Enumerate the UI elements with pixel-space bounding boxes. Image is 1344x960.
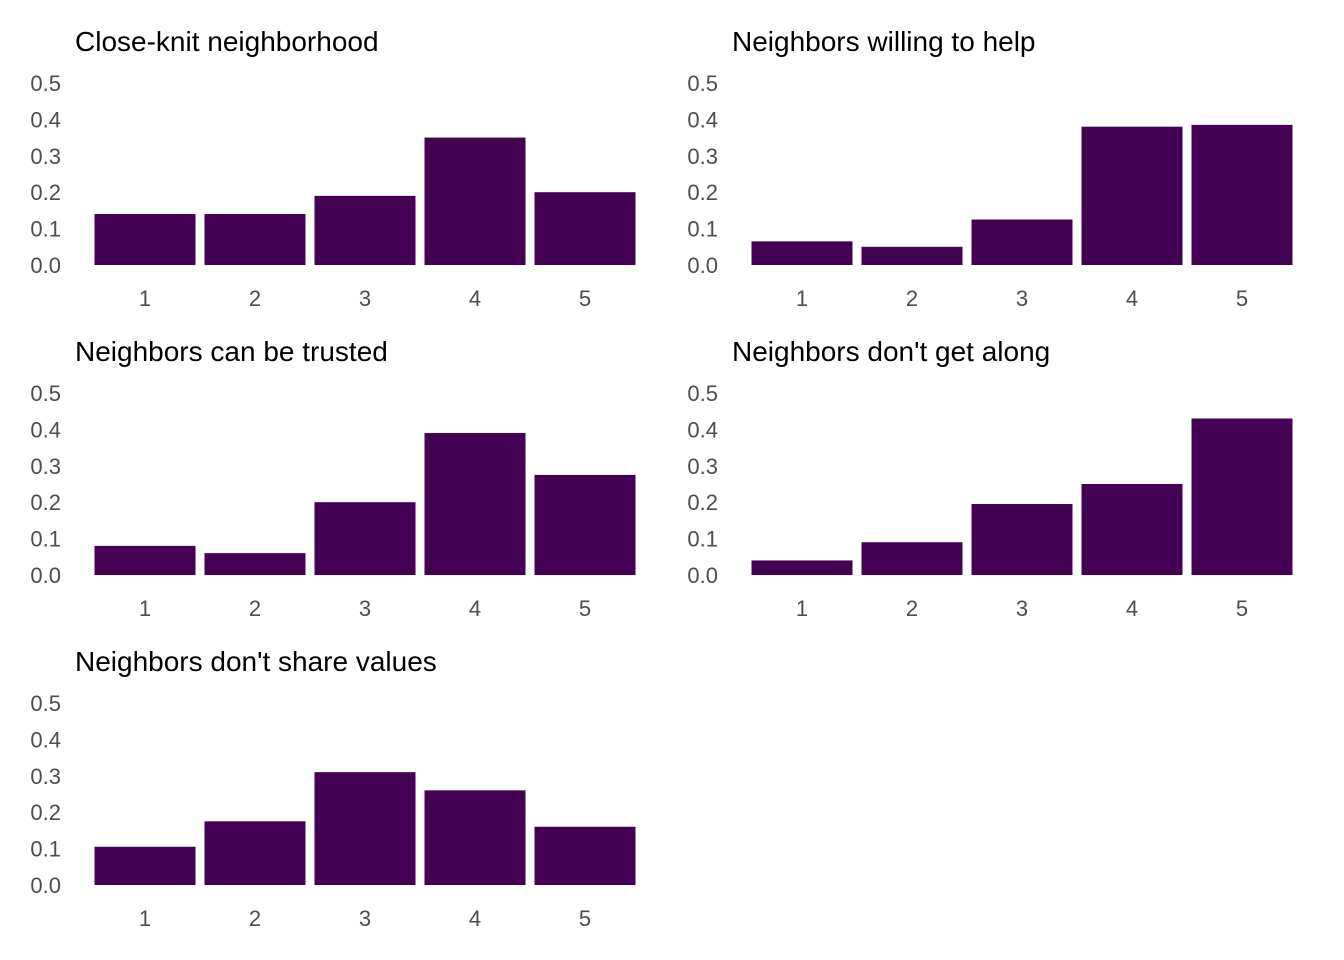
x-tick-label: 1 bbox=[796, 596, 808, 621]
bar-4 bbox=[424, 137, 526, 265]
bar-3 bbox=[314, 195, 416, 265]
x-tick-label: 4 bbox=[469, 906, 481, 931]
x-tick-label: 2 bbox=[249, 906, 261, 931]
y-tick-label: 0.3 bbox=[30, 454, 61, 479]
x-tick-label: 2 bbox=[906, 596, 918, 621]
y-tick-label: 0.4 bbox=[30, 107, 61, 132]
x-tick-label: 2 bbox=[249, 286, 261, 311]
y-tick-label: 0.1 bbox=[687, 527, 718, 552]
y-tick-label: 0.3 bbox=[30, 144, 61, 169]
bar-2 bbox=[861, 542, 963, 575]
x-tick-label: 3 bbox=[1016, 596, 1028, 621]
x-tick-label: 1 bbox=[139, 286, 151, 311]
bar-2 bbox=[204, 553, 306, 575]
y-tick-label: 0.3 bbox=[30, 764, 61, 789]
bar-2 bbox=[204, 821, 306, 885]
y-tick-label: 0.0 bbox=[687, 563, 718, 588]
panel-4: Neighbors don't get along 0.0 0.1 0.2 0.3 0.4… bbox=[687, 336, 1293, 621]
bar-1 bbox=[751, 241, 853, 265]
panel-title: Neighbors don't get along bbox=[732, 336, 1050, 367]
bar-4 bbox=[424, 433, 526, 575]
y-tick-label: 0.3 bbox=[687, 454, 718, 479]
x-tick-label: 5 bbox=[1236, 596, 1248, 621]
x-tick-label: 2 bbox=[249, 596, 261, 621]
panel-3: Neighbors can be trusted 0.0 0.1 0.2 0.3 0.4 0… bbox=[30, 336, 636, 621]
panel-title: Neighbors don't share values bbox=[75, 646, 437, 677]
x-tick-label: 3 bbox=[359, 286, 371, 311]
panel-2: Neighbors willing to help 0.0 0.1 0.2 0.3 0.4… bbox=[687, 26, 1293, 311]
x-tick-label: 2 bbox=[906, 286, 918, 311]
x-tick-label: 1 bbox=[139, 906, 151, 931]
y-tick-label: 0.5 bbox=[687, 381, 718, 406]
x-tick-label: 4 bbox=[469, 596, 481, 621]
y-tick-label: 0.0 bbox=[30, 253, 61, 278]
y-tick-label: 0.2 bbox=[30, 800, 61, 825]
y-tick-label: 0.5 bbox=[687, 71, 718, 96]
y-tick-label: 0.2 bbox=[687, 490, 718, 515]
x-tick-label: 3 bbox=[359, 596, 371, 621]
x-tick-label: 4 bbox=[469, 286, 481, 311]
x-tick-label: 3 bbox=[359, 906, 371, 931]
panel-5: Neighbors don't share values 0.0 0.1 0.2 0.3… bbox=[30, 646, 636, 931]
panel-1: Close-knit neighborhood 0.0 0.1 0.2 0.3 0.4 0.… bbox=[30, 26, 636, 311]
y-tick-label: 0.4 bbox=[687, 107, 718, 132]
y-tick-label: 0.2 bbox=[687, 180, 718, 205]
y-tick-label: 0.0 bbox=[30, 563, 61, 588]
bar-5 bbox=[1191, 124, 1293, 265]
bar-1 bbox=[94, 214, 196, 265]
bar-4 bbox=[424, 790, 526, 885]
bar-4 bbox=[1081, 484, 1183, 575]
y-tick-label: 0.1 bbox=[30, 837, 61, 862]
x-tick-label: 1 bbox=[139, 596, 151, 621]
panel-title: Close-knit neighborhood bbox=[75, 26, 379, 57]
y-tick-label: 0.2 bbox=[30, 490, 61, 515]
y-tick-label: 0.5 bbox=[30, 381, 61, 406]
x-tick-label: 1 bbox=[796, 286, 808, 311]
x-tick-label: 5 bbox=[1236, 286, 1248, 311]
bar-5 bbox=[534, 474, 636, 575]
y-tick-label: 0.1 bbox=[30, 217, 61, 242]
bar-2 bbox=[861, 246, 963, 265]
y-tick-label: 0.4 bbox=[30, 417, 61, 442]
x-tick-label: 3 bbox=[1016, 286, 1028, 311]
bar-3 bbox=[971, 504, 1073, 575]
x-tick-label: 4 bbox=[1126, 596, 1138, 621]
bar-4 bbox=[1081, 126, 1183, 266]
y-tick-label: 0.2 bbox=[30, 180, 61, 205]
x-tick-label: 5 bbox=[579, 286, 591, 311]
bar-1 bbox=[94, 846, 196, 885]
y-tick-label: 0.3 bbox=[687, 144, 718, 169]
x-tick-label: 5 bbox=[579, 906, 591, 931]
x-tick-label: 4 bbox=[1126, 286, 1138, 311]
bar-1 bbox=[94, 545, 196, 575]
bar-3 bbox=[314, 502, 416, 575]
bar-5 bbox=[534, 826, 636, 885]
bar-3 bbox=[314, 772, 416, 885]
y-tick-label: 0.0 bbox=[687, 253, 718, 278]
y-tick-label: 0.0 bbox=[30, 873, 61, 898]
panel-title: Neighbors willing to help bbox=[732, 26, 1036, 57]
bar-5 bbox=[1191, 418, 1293, 575]
bar-3 bbox=[971, 219, 1073, 265]
y-tick-label: 0.5 bbox=[30, 71, 61, 96]
y-tick-label: 0.4 bbox=[30, 727, 61, 752]
x-tick-label: 5 bbox=[579, 596, 591, 621]
y-tick-label: 0.1 bbox=[687, 217, 718, 242]
y-tick-label: 0.4 bbox=[687, 417, 718, 442]
bar-1 bbox=[751, 560, 853, 575]
panel-title: Neighbors can be trusted bbox=[75, 336, 388, 367]
bar-5 bbox=[534, 192, 636, 265]
bar-2 bbox=[204, 214, 306, 265]
y-tick-label: 0.5 bbox=[30, 691, 61, 716]
y-tick-label: 0.1 bbox=[30, 527, 61, 552]
